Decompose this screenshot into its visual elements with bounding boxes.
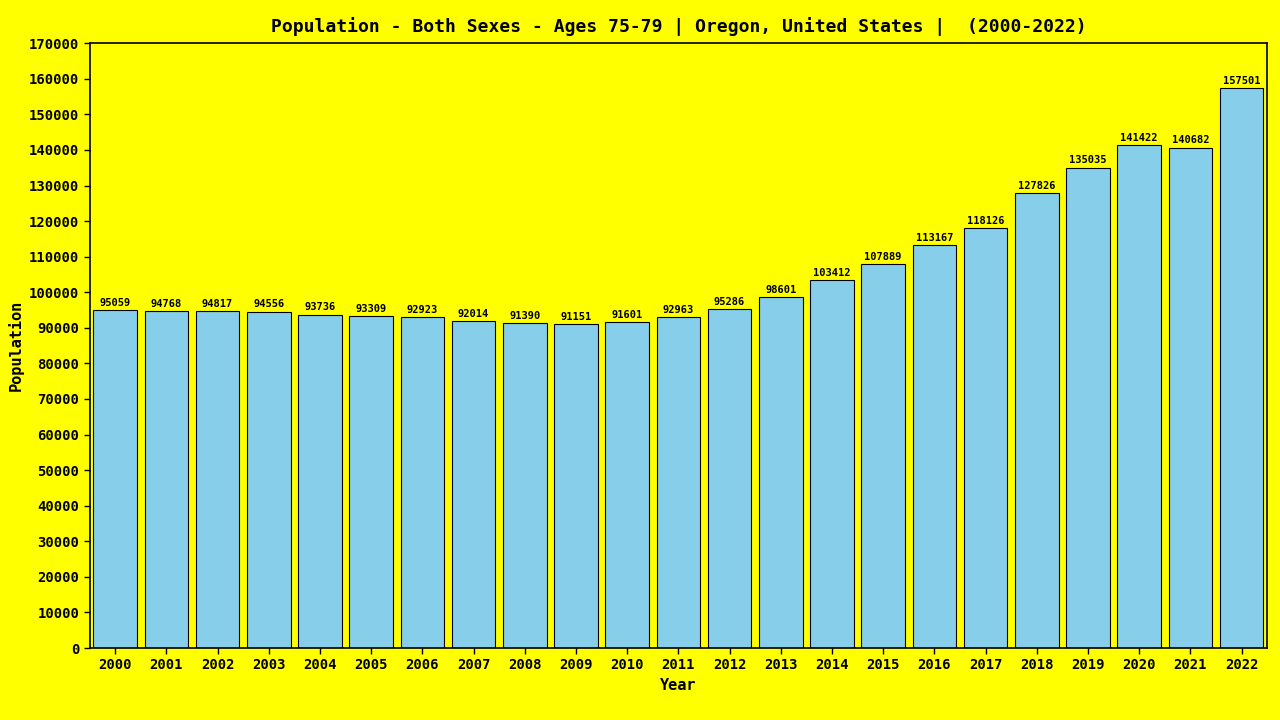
Bar <box>401 318 444 648</box>
Text: 95286: 95286 <box>714 297 745 307</box>
Bar <box>247 312 291 648</box>
Text: 93736: 93736 <box>305 302 335 312</box>
Text: 94817: 94817 <box>202 299 233 309</box>
Bar <box>913 246 956 648</box>
Text: 94556: 94556 <box>253 300 284 310</box>
Text: 95059: 95059 <box>100 297 131 307</box>
X-axis label: Year: Year <box>660 678 696 693</box>
Bar <box>452 320 495 648</box>
Bar <box>861 264 905 648</box>
Text: 94768: 94768 <box>151 299 182 309</box>
Text: 91601: 91601 <box>612 310 643 320</box>
Bar <box>1220 88 1263 648</box>
Title: Population - Both Sexes - Ages 75-79 | Oregon, United States |  (2000-2022): Population - Both Sexes - Ages 75-79 | O… <box>270 17 1087 36</box>
Bar <box>605 322 649 648</box>
Bar <box>1117 145 1161 648</box>
Bar <box>298 315 342 648</box>
Text: 118126: 118126 <box>966 215 1005 225</box>
Text: 157501: 157501 <box>1222 76 1261 86</box>
Bar <box>554 324 598 648</box>
Text: 113167: 113167 <box>915 233 954 243</box>
Text: 91390: 91390 <box>509 311 540 320</box>
Text: 92923: 92923 <box>407 305 438 315</box>
Bar <box>810 280 854 648</box>
Bar <box>1066 168 1110 648</box>
Text: 91151: 91151 <box>561 312 591 322</box>
Y-axis label: Population: Population <box>8 300 23 391</box>
Bar <box>1015 193 1059 648</box>
Bar <box>349 316 393 648</box>
Bar <box>964 228 1007 648</box>
Text: 140682: 140682 <box>1171 135 1210 145</box>
Bar <box>708 309 751 648</box>
Text: 98601: 98601 <box>765 285 796 295</box>
Text: 127826: 127826 <box>1018 181 1056 191</box>
Text: 93309: 93309 <box>356 304 387 314</box>
Bar <box>1169 148 1212 648</box>
Text: 92014: 92014 <box>458 308 489 318</box>
Text: 107889: 107889 <box>864 252 902 262</box>
Bar <box>657 318 700 648</box>
Bar <box>196 310 239 648</box>
Text: 92963: 92963 <box>663 305 694 315</box>
Bar <box>93 310 137 648</box>
Text: 103412: 103412 <box>813 268 851 278</box>
Bar <box>759 297 803 648</box>
Text: 135035: 135035 <box>1069 156 1107 166</box>
Bar <box>503 323 547 648</box>
Text: 141422: 141422 <box>1120 132 1158 143</box>
Bar <box>145 311 188 648</box>
